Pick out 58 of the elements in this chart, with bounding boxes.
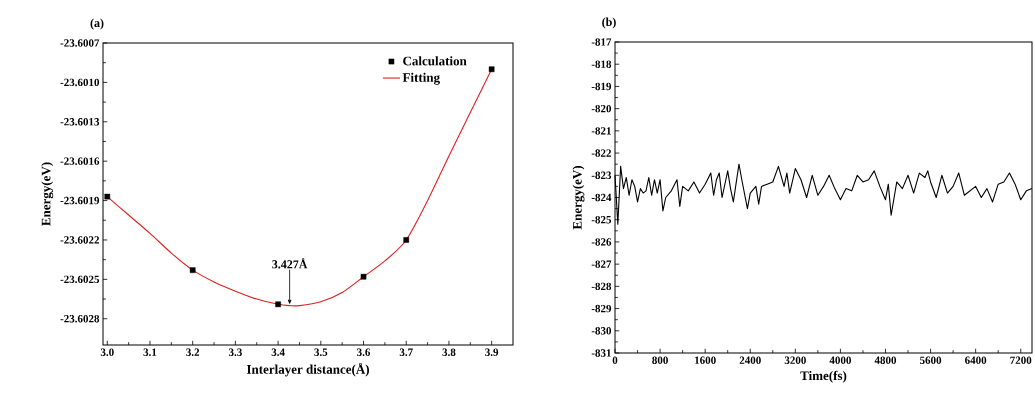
x-tick-label: 3.5 <box>314 348 328 356</box>
y-tick-label: -23.6022 <box>60 236 99 244</box>
y-tick-label: -819 <box>591 82 612 91</box>
point <box>403 237 410 243</box>
x-tick-label: 3.1 <box>143 348 157 356</box>
y-tick-label: -825 <box>591 216 612 224</box>
y-tick-label: -827 <box>591 260 612 268</box>
y-tick-label: -23.6019 <box>60 196 100 205</box>
x-tick-label: 3.2 <box>186 348 200 356</box>
y-tick-label: -23.6007 <box>60 39 100 47</box>
x-tick-label: 3.7 <box>399 348 413 356</box>
point <box>275 301 281 308</box>
y-tick-label: -830 <box>591 327 612 335</box>
x-tick-label: 3.4 <box>271 348 285 356</box>
x-tick-label: 3.3 <box>228 348 242 356</box>
x-tick-label: 3.9 <box>485 348 499 356</box>
point <box>189 267 196 273</box>
y-tick-label: -820 <box>591 104 612 113</box>
y-tick-label: -826 <box>591 238 612 246</box>
y-tick-label: -818 <box>591 60 612 68</box>
y-tick-label: -23.6016 <box>60 157 100 165</box>
y-axis-title: Energy(eV) <box>41 162 54 226</box>
y-axis-title: Energy(eV) <box>572 165 585 230</box>
x-tick-label: 7200 <box>1010 356 1032 364</box>
x-axis-title: Interlayer distance(Å) <box>246 362 369 377</box>
chart-title: (a) <box>90 18 104 30</box>
y-tick-label: -821 <box>591 127 611 135</box>
y-tick-label: -23.6028 <box>60 315 100 323</box>
legend-label: Fitting <box>402 72 440 85</box>
y-tick-label: -831 <box>591 349 611 357</box>
x-tick-label: 4000 <box>829 356 851 364</box>
point <box>104 193 111 200</box>
legend-label: Calculation <box>403 56 467 66</box>
y-tick-label: -828 <box>591 282 612 291</box>
y-tick-label: -817 <box>591 38 612 46</box>
x-tick-label: 1600 <box>695 356 716 364</box>
point <box>488 66 495 73</box>
x-tick-label: 4800 <box>874 356 897 364</box>
x-tick-label: 2400 <box>739 356 761 364</box>
y-tick-label: -829 <box>591 304 612 313</box>
x-tick-label: 6400 <box>965 356 987 364</box>
x-tick-label: 3200 <box>784 356 806 364</box>
y-tick-label: -824 <box>591 193 612 202</box>
x-tick-label: 3.0 <box>100 348 114 357</box>
x-tick-label: 0 <box>612 356 618 364</box>
y-tick-label: -23.6010 <box>60 78 100 87</box>
annotation: 3.427Å <box>272 258 308 269</box>
x-tick-label: 3.8 <box>442 348 456 357</box>
x-tick-label: 800 <box>652 356 668 364</box>
y-tick-label: -23.6025 <box>60 275 100 284</box>
x-axis-title: Time(fs) <box>800 370 847 383</box>
chart-title: (b) <box>602 17 616 29</box>
point <box>360 273 367 280</box>
y-tick-label: -823 <box>591 171 612 179</box>
y-tick-label: -822 <box>591 149 611 157</box>
x-tick-label: 5600 <box>920 356 942 364</box>
x-tick-label: 3.6 <box>357 348 371 356</box>
y-tick-label: -23.6013 <box>60 118 100 126</box>
